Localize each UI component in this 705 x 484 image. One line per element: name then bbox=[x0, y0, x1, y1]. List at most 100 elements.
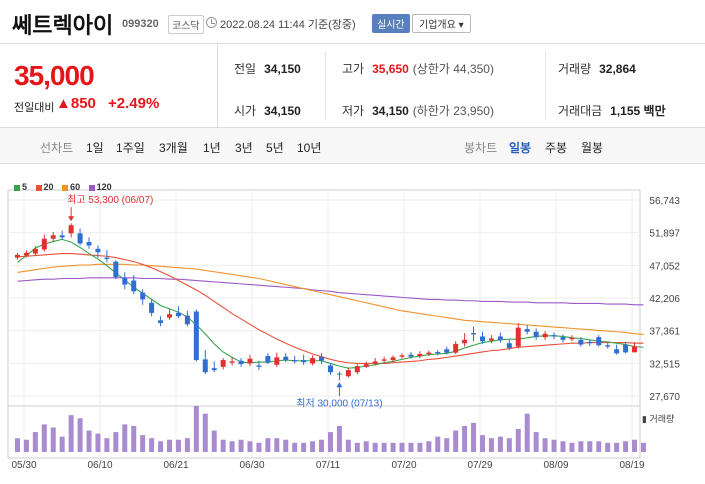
candle-body bbox=[131, 280, 137, 292]
candle-body bbox=[471, 333, 477, 335]
volume-bar bbox=[569, 442, 575, 452]
candle-body bbox=[560, 337, 566, 340]
company-overview-dropdown[interactable]: 기업개요 ▾ bbox=[412, 14, 471, 33]
ma60-line bbox=[17, 263, 644, 335]
line-chart-label: 선차트 bbox=[40, 141, 74, 155]
candle-body bbox=[167, 314, 172, 318]
volume-bar bbox=[292, 442, 298, 452]
diff-value: ▲850 bbox=[56, 95, 96, 112]
candle-weekly[interactable]: 주봉 bbox=[545, 141, 568, 155]
candle-body bbox=[310, 358, 316, 364]
volume-bar bbox=[202, 413, 208, 452]
candle-body bbox=[426, 352, 432, 354]
realtime-button[interactable]: 실시간 bbox=[372, 14, 410, 33]
diff-label: 전일대비 bbox=[14, 102, 55, 114]
volume-bar bbox=[113, 432, 119, 452]
candle-body bbox=[220, 360, 226, 367]
candle-body bbox=[238, 360, 244, 365]
stock-header: 쎄트렉아이 099320 코스닥 2022.08.24 11:44 기준(장중)… bbox=[0, 0, 705, 44]
volume-bar bbox=[247, 441, 253, 452]
candle-body bbox=[140, 292, 146, 300]
period-5y[interactable]: 5년 bbox=[266, 141, 284, 155]
current-price: 35,000 bbox=[14, 60, 95, 91]
volume-bar bbox=[399, 442, 405, 452]
volume-bar bbox=[220, 439, 226, 452]
candle-daily[interactable]: 일봉 bbox=[509, 141, 532, 155]
candle-body bbox=[95, 248, 101, 253]
volume-bar bbox=[578, 441, 584, 452]
candle-body bbox=[41, 238, 47, 250]
candle-body bbox=[569, 337, 575, 340]
volume-bar bbox=[596, 441, 602, 452]
candlestick-chart[interactable]: 05/30 06/10 06/21 06/30 07/11 07/20 07/29 08/09… bbox=[0, 170, 705, 479]
legend-ma20: 20 bbox=[35, 182, 54, 192]
candle-body bbox=[345, 370, 351, 377]
period-3y[interactable]: 3년 bbox=[235, 141, 253, 155]
candle-body bbox=[551, 335, 557, 337]
period-1w[interactable]: 1주일 bbox=[116, 141, 145, 155]
period-10y[interactable]: 10년 bbox=[297, 141, 322, 155]
info-volume: 거래량 32,864 bbox=[558, 62, 636, 76]
period-3m[interactable]: 3개월 bbox=[159, 141, 188, 155]
volume-label: ▮ 거래량 bbox=[642, 413, 674, 424]
period-1y[interactable]: 1년 bbox=[203, 141, 221, 155]
y-tick-label: 51,897 bbox=[649, 229, 680, 240]
candle-body bbox=[542, 333, 548, 338]
x-tick-label: 07/20 bbox=[391, 460, 416, 471]
price-summary: 35,000 전일대비 ▲850 +2.49% bbox=[0, 44, 218, 128]
candle-body bbox=[14, 254, 20, 258]
x-tick-label: 08/09 bbox=[543, 460, 568, 471]
candle-body bbox=[623, 344, 629, 353]
candle-body bbox=[605, 345, 611, 347]
x-tick-label: 06/21 bbox=[163, 460, 188, 471]
candle-body bbox=[506, 343, 512, 348]
volume-bar bbox=[211, 430, 217, 452]
volume-bar bbox=[408, 442, 414, 452]
volume-bar bbox=[131, 425, 137, 452]
volume-bar bbox=[184, 438, 190, 452]
y-tick-label: 32,515 bbox=[649, 359, 680, 370]
legend-ma60: 60 bbox=[62, 182, 80, 192]
candle-body bbox=[632, 346, 638, 353]
volume-bar bbox=[417, 442, 423, 452]
candle-body bbox=[292, 360, 298, 362]
y-tick-label: 47,052 bbox=[649, 261, 680, 272]
volume-bar bbox=[462, 425, 468, 452]
divider bbox=[545, 52, 546, 120]
candle-body bbox=[533, 331, 539, 338]
timestamp: 2022.08.24 11:44 기준(장중) bbox=[220, 19, 356, 31]
info-open: 시가 34,150 bbox=[234, 104, 301, 118]
ma5-line bbox=[17, 238, 644, 369]
candle-body bbox=[417, 353, 423, 357]
x-tick-label: 08/19 bbox=[619, 460, 644, 471]
candle-body bbox=[327, 365, 333, 373]
chart-area: 5 20 60 120 05/30 06/10 06/21 06/30 07/11 07/… bbox=[0, 170, 705, 479]
volume-bar bbox=[175, 439, 181, 452]
ma120-line bbox=[17, 277, 644, 306]
volume-bar bbox=[560, 441, 566, 452]
volume-bar bbox=[345, 439, 351, 452]
volume-bar bbox=[301, 442, 307, 452]
candle-body bbox=[488, 338, 494, 341]
volume-bar bbox=[336, 425, 342, 452]
volume-bar bbox=[587, 441, 593, 452]
volume-bar bbox=[274, 438, 280, 452]
candle-body bbox=[363, 364, 369, 367]
volume-bar bbox=[444, 438, 450, 452]
candle-body bbox=[301, 360, 307, 363]
y-tick-label: 42,206 bbox=[649, 294, 680, 305]
low-arrow-head bbox=[336, 382, 343, 388]
volume-bar bbox=[614, 442, 620, 452]
volume-bar bbox=[14, 438, 20, 452]
volume-bar bbox=[524, 413, 530, 452]
volume-bar bbox=[229, 441, 235, 452]
volume-bar bbox=[390, 442, 396, 452]
candle-body bbox=[319, 356, 325, 361]
info-low: 저가 34,150 (하한가 23,950) bbox=[342, 104, 494, 118]
candle-monthly[interactable]: 월봉 bbox=[581, 141, 604, 155]
candle-chart-label: 봉차트 bbox=[464, 141, 498, 155]
volume-bar bbox=[372, 442, 378, 452]
candle-body bbox=[444, 349, 450, 353]
volume-bar bbox=[488, 438, 494, 452]
period-1d[interactable]: 1일 bbox=[86, 141, 104, 155]
